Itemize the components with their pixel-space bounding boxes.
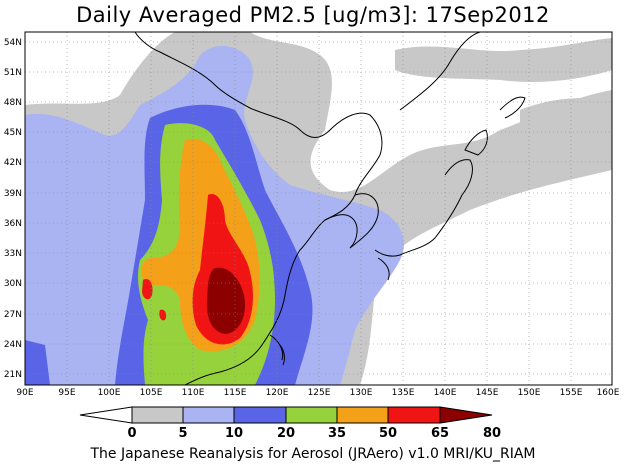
- y-tick-label: 24N: [4, 340, 22, 350]
- level-5-10-region: [395, 38, 612, 82]
- x-tick-label: 140E: [434, 388, 457, 398]
- x-tick-label: 160E: [597, 388, 620, 398]
- x-tick-label: 130E: [350, 388, 373, 398]
- x-tick-label: 145E: [476, 388, 499, 398]
- colorbar-segment: [285, 406, 338, 424]
- colorbar-label: 35: [328, 426, 346, 441]
- colorbar-label: 10: [225, 426, 243, 441]
- colorbar-label: 65: [431, 426, 449, 441]
- colorbar-segment: [336, 406, 389, 424]
- y-tick-label: 51N: [4, 68, 22, 78]
- y-axis: 21N 24N 27N 30N 33N 36N 39N 42N 45N 48N …: [4, 38, 22, 380]
- coastlines: [134, 32, 526, 385]
- x-tick-label: 135E: [392, 388, 415, 398]
- colorbar-segment: [387, 406, 441, 424]
- level-20-35-region: [25, 340, 50, 385]
- colorbar-label: 80: [483, 426, 501, 441]
- x-tick-label: 110E: [182, 388, 205, 398]
- x-tick-label: 120E: [266, 388, 289, 398]
- colorbar-segment: [233, 406, 287, 424]
- map-grid: [25, 32, 612, 385]
- y-tick-label: 54N: [4, 38, 22, 48]
- colorbar-segment: [79, 406, 133, 424]
- footer-credit: The Japanese Reanalysis for Aerosol (JRA…: [90, 446, 536, 462]
- x-tick-label: 105E: [140, 388, 163, 398]
- concentration-field: [25, 32, 612, 385]
- x-tick-label: 100E: [98, 388, 121, 398]
- colorbar: [79, 406, 493, 424]
- y-tick-label: 45N: [4, 128, 22, 138]
- y-tick-label: 21N: [4, 370, 22, 380]
- y-tick-label: 48N: [4, 98, 22, 108]
- x-tick-label: 115E: [224, 388, 247, 398]
- x-tick-label: 90E: [16, 388, 33, 398]
- colorbar-segment: [439, 406, 493, 424]
- colorbar-label: 50: [379, 426, 397, 441]
- colorbar-label: 0: [127, 426, 136, 441]
- colorbar-segment: [131, 406, 184, 424]
- level-gt80-region: [206, 267, 246, 334]
- level-65-80-region: [159, 309, 167, 321]
- y-tick-label: 36N: [4, 219, 22, 229]
- level-5-10-region: [520, 98, 612, 130]
- map-title: Daily Averaged PM2.5 [ug/m3]: 17Sep2012: [76, 3, 550, 27]
- y-tick-label: 42N: [4, 158, 22, 168]
- colorbar-segment: [182, 406, 235, 424]
- x-axis: 90E 95E 100E 105E 110E 115E 120E 125E 13…: [16, 388, 619, 398]
- colorbar-label: 5: [178, 426, 187, 441]
- x-tick-label: 125E: [308, 388, 331, 398]
- y-tick-label: 33N: [4, 249, 22, 259]
- x-tick-label: 150E: [518, 388, 541, 398]
- level-10-20-region: [25, 150, 60, 165]
- colorbar-label: 20: [277, 426, 295, 441]
- x-tick-label: 95E: [58, 388, 75, 398]
- y-tick-label: 39N: [4, 189, 22, 199]
- colorbar-labels: 0 5 10 20 35 50 65 80: [127, 426, 501, 441]
- x-tick-label: 155E: [560, 388, 583, 398]
- level-65-80-region: [142, 279, 153, 300]
- plot-frame: [24, 31, 613, 386]
- y-tick-label: 30N: [4, 279, 22, 289]
- y-tick-label: 27N: [4, 310, 22, 320]
- level-5-10-region: [265, 40, 315, 90]
